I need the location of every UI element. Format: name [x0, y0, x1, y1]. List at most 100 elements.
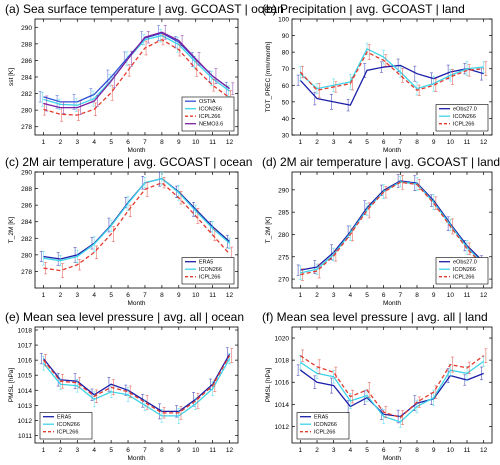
- series-line: [300, 180, 485, 271]
- x-axis-label: Month: [383, 300, 401, 307]
- y-tick-label: 286: [21, 58, 32, 65]
- y-tick-label: 1012: [275, 424, 290, 431]
- legend-label: ICON266: [199, 267, 222, 273]
- series-ICON266: [41, 353, 232, 424]
- series-ICPL266: [42, 348, 234, 420]
- x-tick-label: 4: [92, 139, 96, 146]
- x-tick-label: 10: [192, 292, 200, 299]
- x-tick-label: 2: [315, 447, 319, 454]
- legend-label: ICON266: [57, 422, 80, 428]
- y-tick-label: 1017: [18, 343, 33, 350]
- legend-label: ERA5: [57, 415, 71, 421]
- plot-frame: [291, 171, 493, 289]
- legend-label: ICON266: [199, 107, 222, 113]
- plot-frame: [34, 171, 239, 289]
- y-tick-label: 1012: [18, 418, 33, 425]
- y-tick-label: 280: [21, 108, 32, 115]
- y-tick-label: 1016: [275, 380, 290, 387]
- panel-title: (b) Precipitation | avg. GCOAST | land: [262, 2, 465, 16]
- x-axis-label: Month: [127, 300, 145, 307]
- legend-label: ICPL266: [199, 275, 220, 281]
- y-tick-label: 1011: [18, 433, 32, 440]
- x-tick-label: 10: [192, 139, 200, 146]
- y-axis-label: sst [K]: [8, 68, 15, 86]
- y-axis-label: TOT_PREC [mm/month]: [265, 41, 272, 112]
- x-tick-label: 10: [447, 447, 455, 454]
- x-tick-label: 11: [464, 292, 471, 299]
- series-line: [42, 355, 231, 414]
- legend-label: ICPL266: [199, 114, 220, 120]
- x-tick-label: 4: [349, 447, 353, 454]
- series-line: [299, 355, 485, 419]
- y-tick-label: 80: [282, 50, 290, 57]
- x-tick-label: 1: [42, 447, 46, 454]
- x-tick-label: 2: [315, 292, 319, 299]
- y-tick-label: 100: [278, 17, 289, 24]
- x-tick-label: 1: [299, 292, 303, 299]
- series-ICON266: [298, 355, 486, 428]
- x-tick-label: 12: [226, 447, 234, 454]
- series-ICPL266: [43, 177, 234, 278]
- y-tick-label: 90: [282, 33, 290, 40]
- x-tick-label: 11: [464, 139, 471, 146]
- x-tick-label: 9: [177, 139, 181, 146]
- x-tick-label: 11: [464, 447, 471, 454]
- series-line: [299, 369, 484, 418]
- y-axis-label: PMSL [hPa]: [265, 368, 272, 403]
- y-tick-label: 40: [282, 116, 290, 123]
- series-line: [43, 177, 230, 262]
- x-tick-label: 8: [160, 292, 164, 299]
- series-line: [299, 47, 484, 90]
- legend-box: [181, 96, 235, 132]
- x-tick-label: 8: [160, 139, 164, 146]
- series-line: [43, 31, 230, 109]
- x-tick-label: 6: [382, 292, 386, 299]
- x-tick-label: 7: [399, 139, 403, 146]
- y-tick-label: 284: [21, 75, 32, 82]
- panel-6: (f) Mean sea level pressure | avg. all |…: [262, 310, 493, 462]
- series-eObs27.0: [296, 58, 484, 112]
- series-ICPL266: [299, 348, 488, 425]
- legend-label: NEMO3.6: [199, 122, 223, 128]
- y-tick-label: 290: [278, 187, 289, 194]
- series-NEMO3.6: [43, 24, 235, 115]
- x-tick-label: 3: [75, 292, 79, 299]
- y-tick-label: 288: [21, 186, 32, 193]
- x-tick-label: 10: [447, 139, 455, 146]
- x-tick-label: 10: [447, 292, 455, 299]
- series-line: [42, 358, 231, 417]
- series-line: [299, 64, 484, 106]
- x-tick-label: 4: [349, 292, 353, 299]
- panel-1: (a) Sea surface temperature | avg. GCOAS…: [5, 2, 284, 154]
- y-tick-label: 50: [282, 99, 290, 106]
- x-tick-label: 8: [160, 447, 164, 454]
- x-tick-label: 6: [382, 139, 386, 146]
- series-line: [42, 353, 231, 413]
- panel-title: (a) Sea surface temperature | avg. GCOAS…: [5, 2, 284, 16]
- x-tick-label: 1: [42, 139, 46, 146]
- x-tick-label: 9: [177, 292, 181, 299]
- plot-frame: [291, 18, 493, 136]
- x-tick-label: 8: [415, 447, 419, 454]
- panel-4: (d) 2M air temperature | avg. GCOAST | l…: [262, 155, 500, 307]
- x-tick-label: 6: [126, 447, 130, 454]
- x-axis-label: Month: [383, 455, 401, 460]
- y-tick-label: 1013: [18, 403, 33, 410]
- x-tick-label: 9: [432, 292, 436, 299]
- series-line: [300, 181, 485, 276]
- x-tick-label: 9: [177, 447, 181, 454]
- y-tick-label: 60: [282, 83, 290, 90]
- x-tick-label: 7: [143, 447, 147, 454]
- y-tick-label: 30: [282, 133, 290, 140]
- x-tick-label: 12: [480, 447, 488, 454]
- series-ERA5: [39, 347, 231, 420]
- legend-label: ERA5: [199, 260, 213, 266]
- series-ERA5: [296, 364, 484, 424]
- panel-5: (e) Mean sea level pressure | avg. all |…: [5, 310, 244, 462]
- series-ICON266: [298, 42, 486, 96]
